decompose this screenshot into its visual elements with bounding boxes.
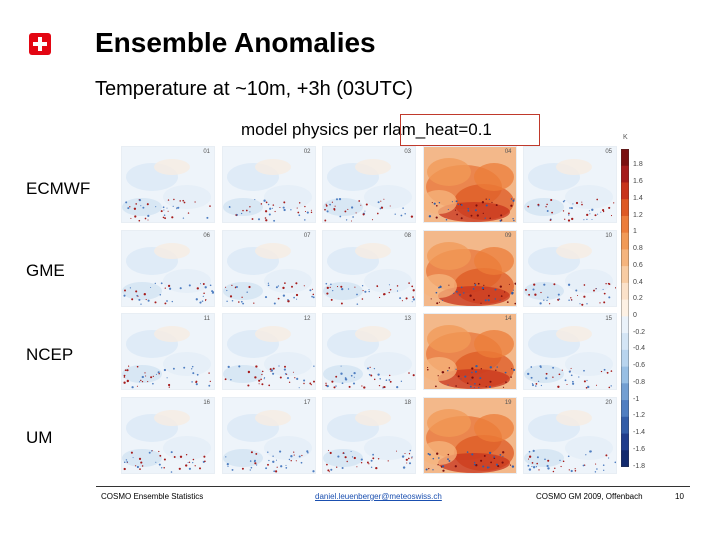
colorbar-segment [621, 282, 629, 300]
anomaly-panel: 08 [322, 229, 416, 307]
colorbar-tick-label: 0.6 [633, 261, 643, 269]
anomaly-panel: 06 [121, 229, 215, 307]
panel-number: 14 [504, 316, 512, 322]
panel-number: 12 [303, 316, 311, 322]
colorbar-segment [621, 249, 629, 267]
colorbar-tick-label: 1.4 [633, 194, 643, 202]
colorbar-segment [621, 333, 629, 351]
colorbar-tick-label: 1.2 [633, 211, 643, 219]
colorbar [621, 149, 629, 467]
colorbar-segment [621, 416, 629, 434]
colorbar-tick-label: -0.4 [633, 345, 646, 353]
colorbar-tick-label: -1.8 [633, 462, 646, 470]
panel-number: 02 [303, 149, 311, 155]
swiss-flag-logo [29, 33, 51, 55]
row-label-gme: GME [24, 261, 67, 281]
colorbar-tick-label: 1.6 [633, 178, 643, 186]
colorbar-tick-label: 1 [633, 228, 637, 236]
anomaly-panel: 20 [523, 396, 617, 474]
slide-title: Ensemble Anomalies [95, 27, 376, 58]
colorbar-segment [621, 450, 629, 467]
anomaly-panel: 02 [221, 146, 316, 223]
anomaly-panel: 05 [523, 146, 617, 223]
colorbar-segment [621, 366, 629, 384]
anomaly-panel: 13 [322, 313, 416, 390]
panel-number: 09 [504, 232, 512, 239]
panel-number: 18 [404, 399, 411, 406]
colorbar-segment [621, 433, 629, 451]
colorbar-segment [621, 299, 629, 317]
colorbar-tick-label: -0.2 [633, 328, 646, 336]
anomaly-panel: 12 [221, 313, 316, 390]
colorbar-segment [621, 349, 629, 367]
anomaly-panel: 19 [422, 396, 517, 474]
anomaly-panel: 03 [322, 146, 416, 223]
colorbar-segment [621, 383, 629, 401]
colorbar-tick-label: 0.8 [633, 245, 643, 253]
footer-email-link[interactable]: daniel.leuenberger@meteoswiss.ch [315, 492, 442, 501]
anomaly-panel: 09 [422, 229, 517, 307]
anomaly-panel: 11 [121, 313, 215, 390]
footer-divider [96, 486, 690, 487]
panel-number: 17 [303, 399, 311, 406]
slide-subtitle: Temperature at ~10m, +3h (03UTC) [95, 78, 413, 100]
colorbar-tick-label: 0.4 [633, 278, 643, 286]
colorbar-segment [621, 182, 629, 200]
colorbar-tick-label: 1.8 [633, 161, 643, 169]
figure-caption: model physics per rlam_heat=0.1 [241, 120, 492, 139]
panel-number: 10 [605, 232, 612, 239]
anomaly-panel: 10 [523, 229, 617, 307]
colorbar-segment [621, 400, 629, 418]
anomaly-panel: 07 [221, 229, 316, 307]
panel-number: 19 [504, 399, 512, 406]
panel-number: 03 [404, 149, 411, 155]
colorbar-tick-label: -1 [633, 395, 640, 403]
anomaly-panel: 16 [121, 396, 215, 474]
anomaly-panel: 17 [221, 396, 316, 474]
footer-right: COSMO GM 2009, Offenbach [536, 492, 643, 501]
colorbar-unit: K [623, 134, 628, 141]
row-label-ecmwf: ECMWF [24, 179, 93, 199]
panel-number: 06 [203, 232, 210, 239]
panel-number: 01 [203, 149, 210, 155]
colorbar-segment [621, 266, 629, 284]
anomaly-panel: 18 [322, 396, 416, 474]
panel-number: 15 [605, 316, 612, 322]
highlight-box [400, 114, 540, 146]
colorbar-tick-label: -0.6 [633, 362, 646, 370]
panel-number: 05 [605, 149, 612, 155]
colorbar-segment [621, 149, 629, 167]
row-label-um: UM [24, 428, 55, 448]
footer-email-line: daniel.leuenberger@meteoswiss.ch [315, 492, 442, 501]
anomaly-panel: 01 [121, 146, 215, 223]
colorbar-tick-label: 0 [633, 312, 637, 319]
anomaly-panel: 14 [422, 313, 517, 390]
colorbar-tick-label: -0.8 [633, 378, 646, 386]
colorbar-tick-label: -1.2 [633, 412, 646, 420]
page-number: 10 [675, 492, 684, 501]
colorbar-segment [621, 165, 629, 183]
panel-number: 04 [504, 149, 512, 155]
colorbar-segment [621, 232, 629, 250]
anomaly-panel-grid: 01 02 03 04 05 06 07 08 09 10 11 12 13 14 15 16 17 18 19 20 [121, 146, 617, 474]
anomaly-panel: 04 [422, 146, 517, 223]
anomaly-panel: 15 [523, 313, 617, 390]
colorbar-tick-label: -1.6 [633, 445, 646, 453]
panel-number: 13 [404, 316, 411, 322]
colorbar-tick-label: 0.2 [633, 295, 643, 303]
colorbar-segment [621, 215, 629, 233]
panel-number: 08 [404, 232, 411, 239]
row-label-ncep: NCEP [24, 345, 76, 365]
panel-number: 07 [303, 232, 311, 239]
panel-number: 16 [203, 399, 210, 406]
colorbar-segment [621, 199, 629, 217]
colorbar-segment [621, 316, 629, 334]
panel-number: 20 [605, 399, 612, 406]
panel-number: 11 [203, 316, 210, 322]
colorbar-tick-label: -1.4 [633, 429, 646, 437]
footer-left: COSMO Ensemble Statistics [101, 492, 204, 501]
